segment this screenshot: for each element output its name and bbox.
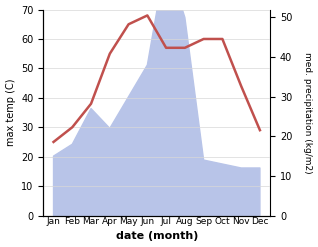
Y-axis label: med. precipitation (kg/m2): med. precipitation (kg/m2) [303,52,313,173]
X-axis label: date (month): date (month) [115,231,198,242]
Y-axis label: max temp (C): max temp (C) [5,79,16,146]
